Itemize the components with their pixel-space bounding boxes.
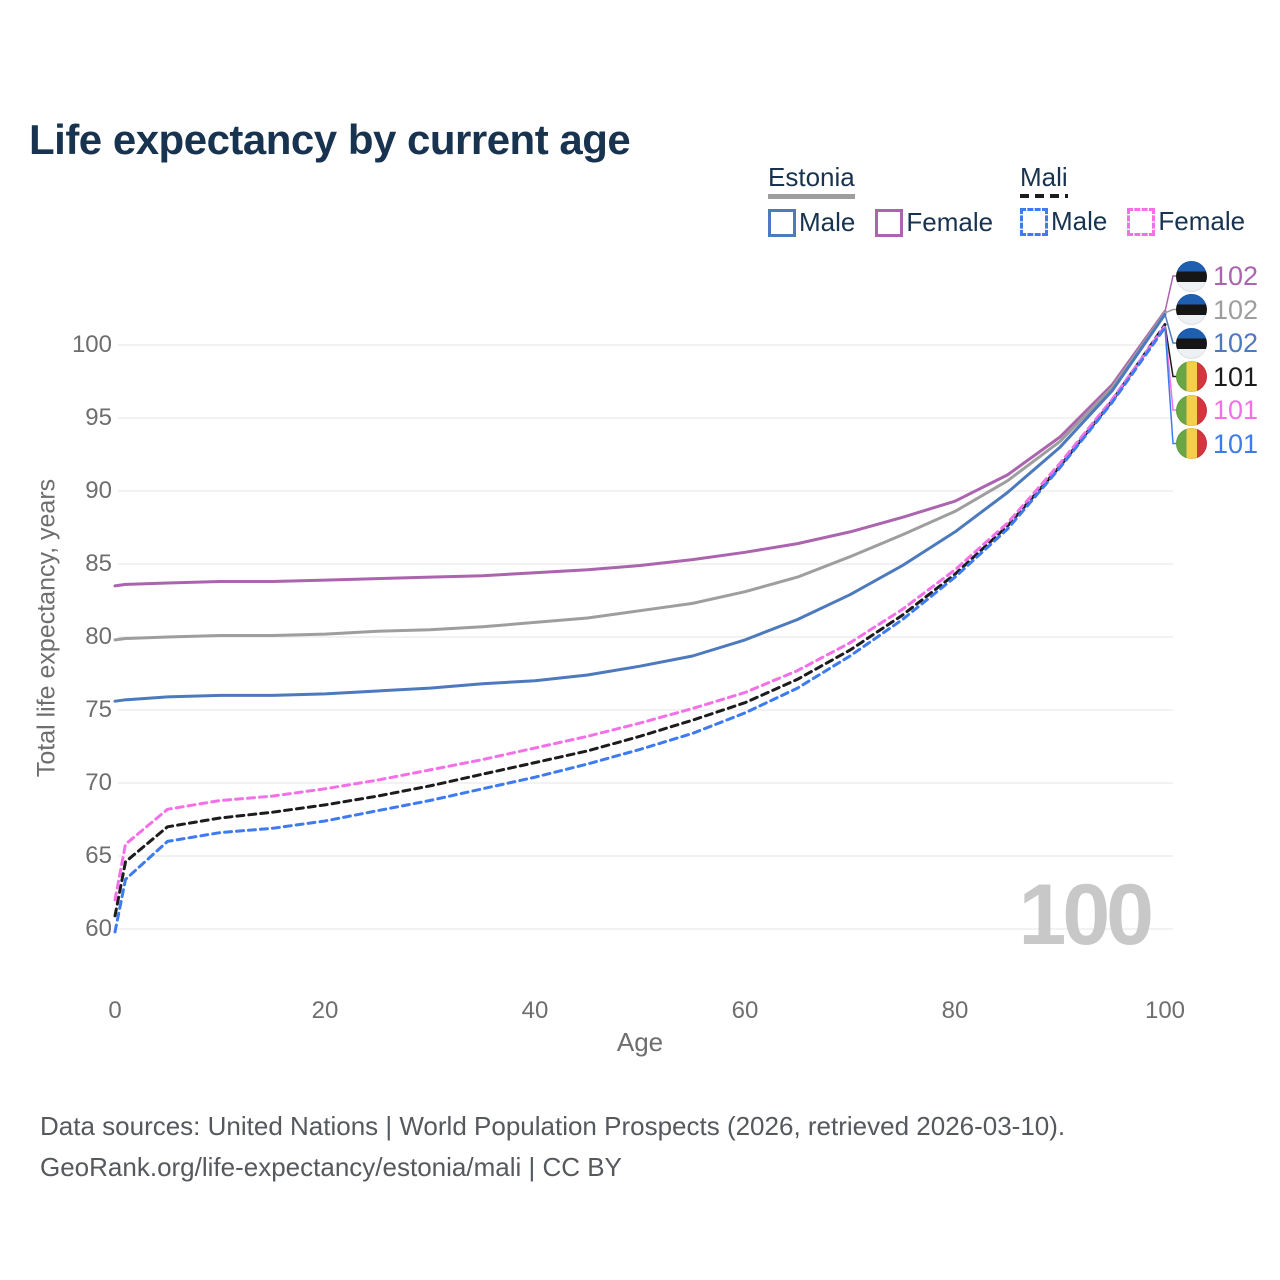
footer: Data sources: United Nations | World Pop… [40,1106,1065,1188]
legend-items-estonia: Male Female [768,207,993,238]
series-line-mali-female [113,324,1167,902]
legend-items-mali: Male Female [1020,206,1245,237]
end-value-mali-total: 101 [1213,361,1259,392]
legend-country-mali[interactable]: Mali [1020,162,1068,198]
legend-item-estonia-male[interactable]: Male [768,207,855,238]
data-sources-line: Data sources: United Nations | World Pop… [40,1111,1066,1141]
attribution-line: GeoRank.org/life-expectancy/estonia/mali… [40,1152,622,1182]
legend-country-label-mali: Mali [1020,162,1068,192]
x-tick-20: 20 [311,997,339,1024]
x-tick-40: 40 [521,997,549,1024]
end-value-estonia-male: 102 [1213,328,1259,358]
y-tick-90: 90 [85,477,112,504]
y-tick-60: 60 [85,915,112,942]
legend-item-mali-male[interactable]: Male [1020,206,1107,237]
legend-item-mali-female[interactable]: Female [1127,206,1245,237]
legend-label: Male [799,207,856,237]
legend-group-mali: Mali Male Female [1020,162,1245,237]
mali-dashed-line-swatch [1020,194,1068,198]
mali-female-swatch-icon[interactable] [1127,207,1156,236]
legend-group-estonia: Estonia Male Female [768,162,993,238]
legend-label: Female [906,207,994,237]
end-value-mali-female: 101 [1213,395,1259,425]
y-tick-80: 80 [85,623,112,650]
estonia-male-swatch-icon[interactable] [768,208,796,237]
y-tick-100: 100 [71,331,112,358]
end-value-estonia-female: 102 [1213,261,1259,291]
age-counter-watermark: 100 [1018,867,1154,963]
y-tick-75: 75 [85,696,112,723]
legend-label: Male [1051,206,1108,236]
x-axis-title: Age [616,1027,664,1057]
estonia-solid-line-swatch [768,194,855,199]
y-tick-70: 70 [85,769,112,796]
mali-flag-icon [1176,428,1207,459]
estonia-female-swatch-icon[interactable] [875,208,904,237]
x-tick-80: 80 [941,997,969,1024]
legend-label: Female [1158,206,1246,236]
estonia-flag-icon [1176,327,1207,359]
x-tick-0: 0 [108,997,122,1024]
series-line-estonia-female [113,309,1167,588]
series-line-mali-male [113,326,1167,934]
page-title: Life expectancy by current age [29,116,631,164]
legend-item-estonia-female[interactable]: Female [875,207,993,238]
estonia-flag-icon [1176,260,1207,292]
legend-country-label-estonia: Estonia [768,162,855,192]
mali-male-swatch-icon[interactable] [1020,207,1048,236]
series-line-estonia-total [113,311,1167,642]
series-line-mali-total [113,323,1167,918]
y-tick-85: 85 [85,550,112,577]
mali-flag-icon [1176,394,1207,426]
end-value-estonia-total: 102 [1213,294,1259,325]
x-tick-100: 100 [1144,997,1186,1024]
series-line-estonia-male [113,312,1167,703]
legend-country-estonia[interactable]: Estonia [768,162,855,199]
end-value-mali-male: 101 [1213,428,1259,459]
estonia-flag-icon [1176,294,1207,325]
y-tick-95: 95 [85,404,112,431]
y-tick-65: 65 [85,842,112,869]
mali-flag-icon [1176,361,1207,392]
x-tick-60: 60 [731,997,759,1024]
